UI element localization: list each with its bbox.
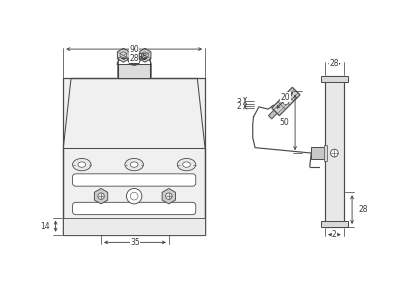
Ellipse shape [130, 162, 138, 167]
Polygon shape [117, 48, 129, 62]
Circle shape [283, 98, 289, 104]
Circle shape [330, 149, 338, 157]
Circle shape [130, 192, 138, 200]
Text: 3: 3 [236, 98, 241, 107]
Bar [320, 76, 348, 82]
Bar [311, 147, 325, 159]
Text: 35: 35 [130, 238, 140, 247]
Bar [325, 76, 344, 227]
Bar [118, 64, 150, 78]
Text: 28: 28 [130, 54, 139, 63]
Circle shape [166, 193, 172, 200]
Text: 28: 28 [358, 205, 368, 214]
Circle shape [98, 193, 104, 200]
Circle shape [126, 188, 142, 204]
Text: R5: R5 [137, 53, 148, 62]
Ellipse shape [125, 158, 144, 171]
Circle shape [120, 52, 127, 59]
Bar [63, 218, 205, 235]
Text: 2: 2 [236, 102, 241, 111]
Polygon shape [268, 110, 277, 119]
Bar [320, 221, 348, 227]
Text: 2: 2 [332, 230, 337, 239]
Text: 28: 28 [330, 59, 339, 68]
Polygon shape [94, 188, 108, 204]
Bar [63, 78, 205, 235]
Ellipse shape [177, 158, 196, 171]
Ellipse shape [183, 162, 190, 167]
Polygon shape [272, 87, 300, 116]
Text: 90: 90 [129, 45, 139, 54]
FancyBboxPatch shape [72, 174, 196, 186]
Polygon shape [139, 48, 151, 62]
Bar [324, 145, 327, 161]
FancyBboxPatch shape [72, 202, 196, 214]
Text: 14: 14 [40, 222, 50, 231]
Text: 50: 50 [279, 118, 289, 127]
Ellipse shape [72, 158, 91, 171]
Circle shape [142, 52, 148, 59]
Text: 20: 20 [281, 93, 290, 102]
Ellipse shape [78, 162, 86, 167]
Polygon shape [162, 188, 176, 204]
